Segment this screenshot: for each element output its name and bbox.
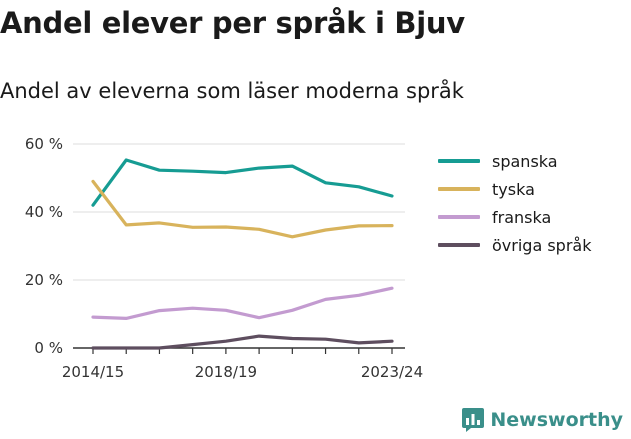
legend-item: franska (438, 203, 591, 231)
legend-item: övriga språk (438, 231, 591, 259)
legend-swatch (438, 243, 480, 247)
legend-label: franska (492, 207, 552, 227)
legend-item: tyska (438, 175, 591, 203)
legend-label: tyska (492, 179, 535, 199)
x-tick-label: 2018/19 (195, 363, 257, 381)
legend-swatch (438, 215, 480, 219)
legend-swatch (438, 187, 480, 191)
newsworthy-logo-icon (462, 408, 485, 432)
y-tick-label: 60 % (25, 135, 63, 153)
brand-name: Newsworthy (490, 409, 623, 431)
brand-logo: Newsworthy (462, 407, 623, 433)
series-line-övriga-språk (91, 334, 394, 350)
series-line-tyska (91, 179, 394, 239)
x-tick-label: 2023/24 (361, 363, 423, 381)
y-tick-label: 20 % (25, 271, 63, 289)
series-line-spanska (91, 158, 394, 207)
chart-subtitle: Andel av eleverna som läser moderna språ… (0, 79, 464, 103)
legend-label: övriga språk (492, 235, 592, 255)
legend-item: spanska (438, 147, 591, 175)
y-tick-label: 0 % (34, 339, 63, 357)
legend-swatch (438, 159, 480, 163)
x-tick-label: 2014/15 (62, 363, 124, 381)
chart-title: Andel elever per språk i Bjuv (0, 6, 465, 40)
y-tick-label: 40 % (25, 203, 63, 221)
chart-legend: spanska tyska franska övriga språk (438, 147, 591, 259)
legend-label: spanska (492, 151, 558, 171)
series-line-franska (91, 286, 394, 320)
